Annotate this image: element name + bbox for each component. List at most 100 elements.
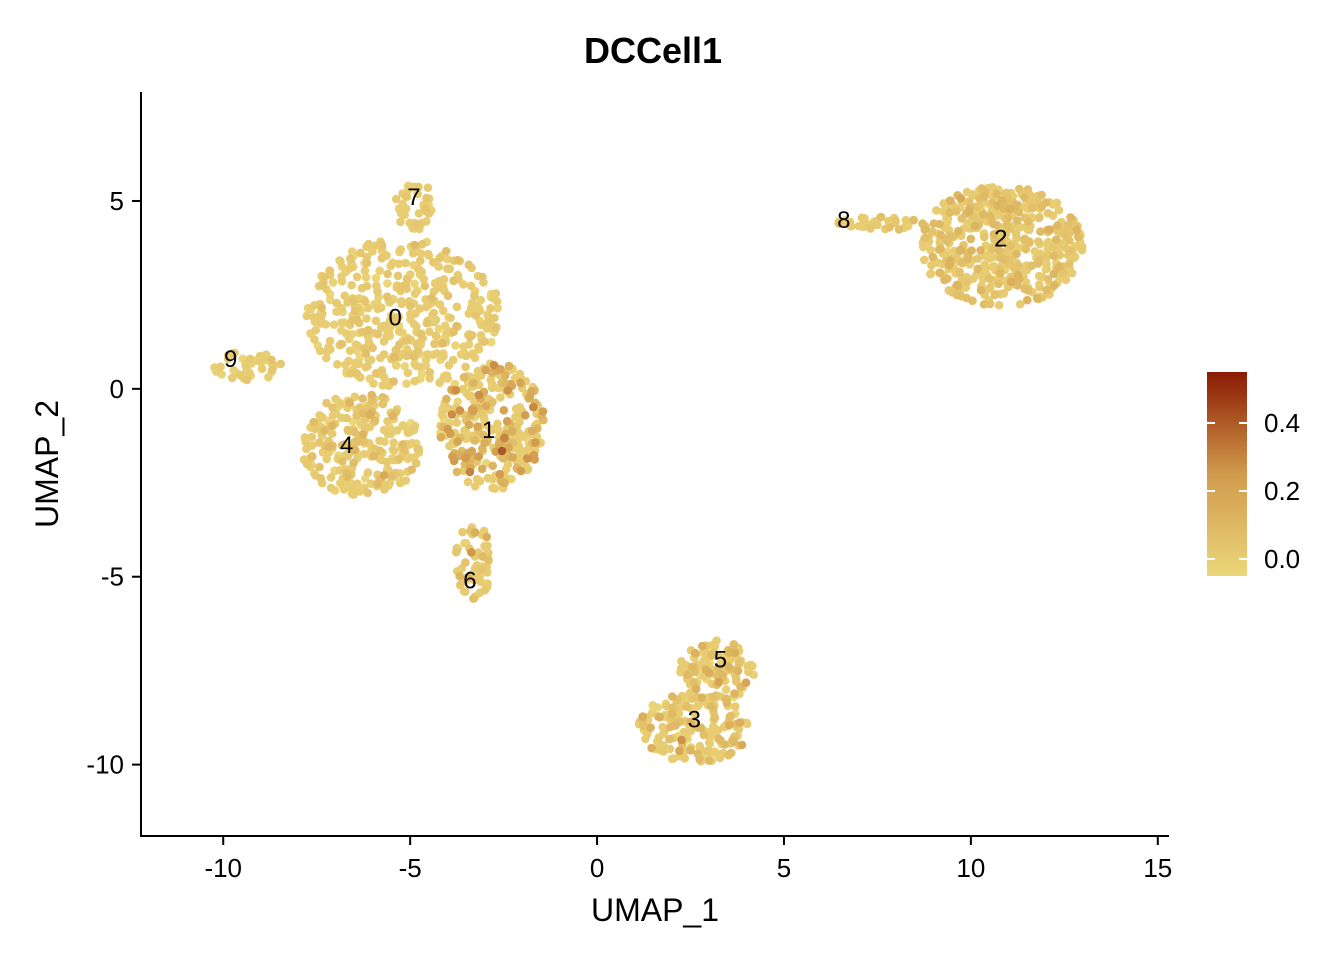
cell-point xyxy=(442,394,451,404)
cell-point xyxy=(936,231,946,240)
cell-point xyxy=(409,352,418,361)
cell-point xyxy=(1025,237,1034,246)
cell-point xyxy=(235,370,245,380)
cell-point xyxy=(1012,249,1021,259)
cell-point xyxy=(480,541,489,551)
cell-point xyxy=(456,580,466,589)
cell-point xyxy=(466,303,476,313)
cell-point xyxy=(350,392,360,402)
cell-point xyxy=(369,379,378,388)
x-tick-label: 0 xyxy=(590,853,604,883)
cell-point xyxy=(389,438,399,447)
cell-point xyxy=(311,325,321,335)
cell-point xyxy=(741,678,751,687)
cell-point xyxy=(405,301,415,311)
x-tick-label: -10 xyxy=(204,853,242,883)
cell-point xyxy=(407,438,417,448)
cell-point xyxy=(989,252,999,262)
cell-point xyxy=(951,207,961,216)
cell-point xyxy=(322,353,331,363)
cell-point xyxy=(449,276,458,286)
cell-point xyxy=(375,266,385,276)
cell-point xyxy=(731,674,741,683)
cell-point xyxy=(714,677,723,687)
cell-point xyxy=(1023,217,1033,226)
cell-point xyxy=(442,264,452,274)
cell-point xyxy=(496,364,505,374)
cell-point xyxy=(1001,230,1010,239)
cell-point xyxy=(316,474,326,483)
cell-point xyxy=(429,287,439,297)
cell-point xyxy=(1033,259,1043,268)
cell-point xyxy=(1012,229,1021,239)
cell-point xyxy=(647,743,656,753)
cell-point xyxy=(365,410,375,420)
cell-point xyxy=(383,279,392,288)
cell-point xyxy=(417,369,427,379)
cell-point xyxy=(498,454,508,463)
cell-point xyxy=(322,398,331,408)
cell-point xyxy=(362,314,371,323)
cell-point xyxy=(967,246,976,255)
cell-point xyxy=(538,407,548,416)
cell-point xyxy=(1045,225,1055,234)
cell-point xyxy=(696,723,706,732)
cell-point xyxy=(731,702,740,711)
cell-point xyxy=(1065,246,1075,256)
cell-point xyxy=(995,269,1005,278)
cell-point xyxy=(318,448,328,457)
cell-point xyxy=(367,390,377,400)
cell-point xyxy=(491,447,501,456)
cell-point xyxy=(409,423,419,432)
cell-point xyxy=(469,378,478,388)
cluster-label: 3 xyxy=(688,707,701,734)
y-tick-label: 5 xyxy=(110,186,124,216)
cell-point xyxy=(954,226,963,236)
cell-point xyxy=(487,425,497,434)
cell-point xyxy=(375,436,384,446)
cell-point xyxy=(1065,259,1074,269)
cell-point xyxy=(461,362,470,372)
cell-point xyxy=(412,459,421,468)
cell-point xyxy=(689,678,698,687)
cell-point xyxy=(324,442,334,452)
cell-point xyxy=(328,403,337,412)
cell-point xyxy=(667,692,677,701)
cell-point xyxy=(315,346,325,356)
cell-point xyxy=(964,197,974,206)
cell-point xyxy=(737,740,747,750)
cell-point xyxy=(408,249,418,258)
cell-point xyxy=(363,488,373,498)
cell-point xyxy=(345,398,354,407)
cell-point xyxy=(1051,235,1061,244)
cell-point xyxy=(1006,241,1016,250)
cell-point xyxy=(733,666,743,676)
cell-point xyxy=(952,280,962,290)
cell-point xyxy=(395,478,405,488)
cell-point xyxy=(508,453,517,462)
cell-point xyxy=(410,279,419,289)
cell-point xyxy=(1034,237,1043,246)
color-legend-ticks: 0.0 0.2 0.4 xyxy=(1207,408,1300,574)
cell-point xyxy=(1077,242,1087,252)
cell-point xyxy=(654,733,664,742)
cell-point xyxy=(349,458,358,468)
cell-point xyxy=(315,462,324,472)
cell-point xyxy=(414,209,424,218)
cell-point xyxy=(442,246,451,256)
cell-point xyxy=(744,663,754,672)
cell-point xyxy=(369,451,379,461)
cell-point xyxy=(429,308,439,318)
cell-point xyxy=(420,281,430,291)
cell-point xyxy=(1021,244,1031,254)
cell-point xyxy=(413,220,422,229)
cell-point xyxy=(964,207,974,216)
cell-point xyxy=(529,451,539,460)
cell-point xyxy=(705,739,715,748)
cell-point xyxy=(1042,285,1051,295)
cell-point xyxy=(1015,184,1024,194)
cell-point xyxy=(425,374,435,383)
cell-point xyxy=(320,272,329,282)
cell-point xyxy=(694,700,704,709)
cell-point xyxy=(342,329,351,338)
